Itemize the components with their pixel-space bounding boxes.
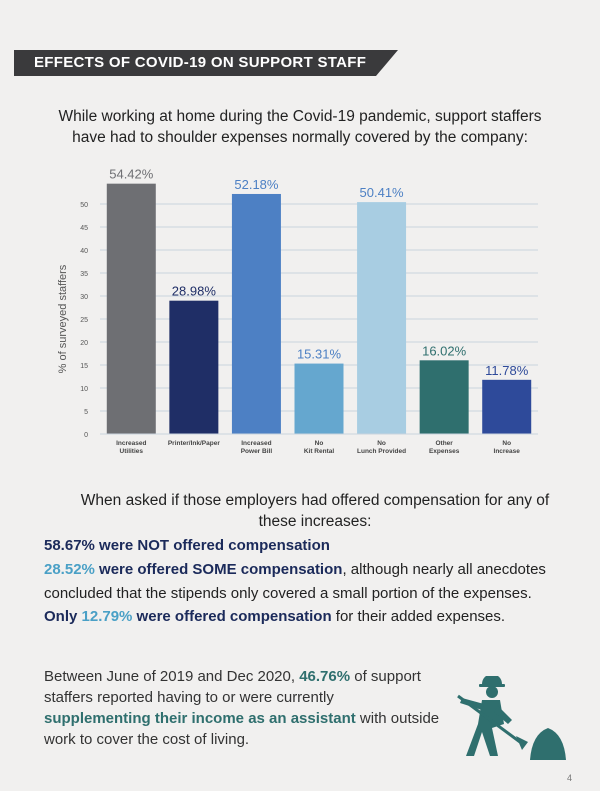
data-label: 28.98% [172,284,217,299]
data-label: 11.78% [485,363,529,378]
stat-text: , although nearly all anecdotes [342,561,546,578]
y-tick-label: 30 [80,294,88,301]
data-label: 15.31% [297,347,342,362]
data-label: 54.42% [109,167,154,182]
bar [231,193,281,434]
bar [169,300,219,434]
intro-text: While working at home during the Covid-1… [58,108,542,146]
note-part3: with outside work to cover the cost of l… [44,710,440,748]
y-tick-label: 40 [80,248,88,255]
stat-pre: Only [44,608,82,625]
compensation-question: When asked if those employers had offere… [80,492,550,530]
stat-value: 28.52% [44,561,95,578]
x-tick-label: No Lunch Provided [357,440,406,455]
stat-value: 12.79% [81,608,133,625]
x-tick-label: Increased Power Bill [241,440,273,455]
y-tick-label: 20 [80,340,88,347]
x-tick-label: Increased Utilities [116,440,146,455]
x-tick-label: Other Expenses [429,440,460,455]
y-tick-label: 45 [80,225,88,232]
section-banner: EFFECTS OF COVID-19 ON SUPPORT STAFF [14,50,398,76]
section-title: EFFECTS OF COVID-19 ON SUPPORT STAFF [34,54,367,71]
x-tick-label: No Increase [494,440,521,455]
bar [106,183,156,434]
x-tick-label: Printer/Ink/Paper [168,440,220,447]
bar [294,363,344,434]
note-highlight: supplementing their income as an assista… [44,710,356,727]
y-axis-label: % of surveyed staffers [57,264,69,373]
construction-worker-icon [457,676,566,760]
page-number: 4 [566,773,572,783]
stat-value: 58.67% [44,537,95,554]
stat-text-bold: were offered SOME compensation [94,561,343,578]
y-tick-label: 0 [84,432,88,439]
bar [357,202,407,434]
y-tick-label: 35 [80,271,88,278]
x-tick-label: No Kit Rental [304,440,335,455]
stat-some-compensation: 28.52% were offered SOME compensation, a… [44,559,546,581]
stat-fully-compensated: Only 12.79% were offered compensation fo… [44,606,505,628]
data-label: 50.41% [360,185,405,200]
bar [482,379,532,434]
note-part1: Between June of 2019 and Dec 2020, [44,668,300,685]
stat-text: for their added expenses. [331,608,506,625]
bar-chart: 0 5 10 15 20 25 30 35 40 45 50 % of surveyed staffe… [57,167,538,455]
y-tick-label: 10 [80,386,88,393]
note-part2: of support staffers reported having to o… [44,668,421,706]
y-tick-label: 15 [80,363,88,370]
stat-text: were NOT offered compensation [94,537,330,554]
y-tick-label: 50 [80,202,88,209]
bar [419,360,469,434]
y-tick-label: 5 [84,409,88,416]
data-label: 52.18% [234,177,279,192]
stat-anecdote-line: concluded that the stipends only covered… [44,585,532,602]
y-tick-label: 25 [80,317,88,324]
stat-not-compensated: 58.67% were NOT offered compensation [44,535,330,557]
stat-text-bold: were offered compensation [132,608,332,625]
note-value: 46.76% [299,668,351,685]
supplement-note: Between June of 2019 and Dec 2020, 46.76… [44,666,444,750]
data-label: 16.02% [422,343,467,358]
